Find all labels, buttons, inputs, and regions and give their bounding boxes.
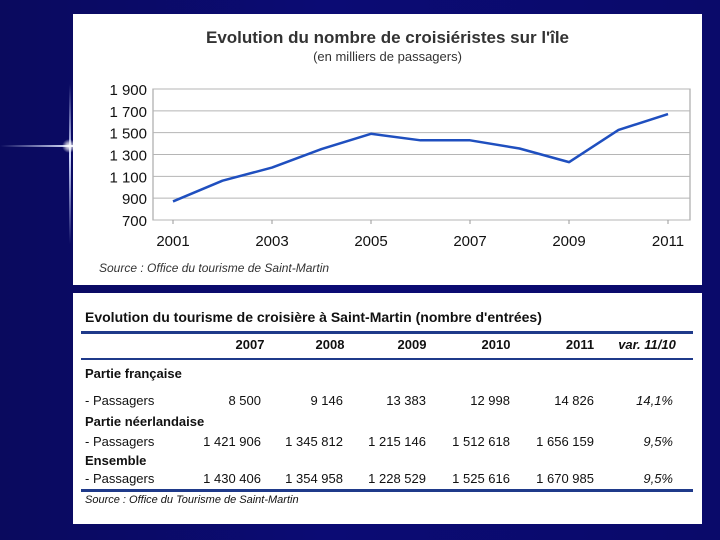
group-label-french-part: Partie française: [85, 366, 182, 381]
table-cell: 8 500: [228, 393, 261, 408]
table-cell: 9 146: [310, 393, 343, 408]
row-label-passengers: - Passagers: [85, 393, 155, 408]
decorative-sparkle: [62, 139, 76, 153]
table-cell-variation: 14,1%: [636, 393, 673, 408]
y-tick-label: 1 300: [109, 148, 147, 165]
table-cell: 1 430 406: [203, 471, 261, 486]
table-source: Source : Office du Tourisme de Saint-Mar…: [85, 494, 299, 506]
x-tick-label: 2011: [652, 233, 684, 250]
y-tick-label: 1 500: [109, 126, 147, 143]
chart-title: Evolution du nombre de croisiéristes sur…: [205, 28, 570, 47]
x-tick-label: 2003: [255, 233, 288, 250]
chart-source: Source : Office du tourisme de Saint-Mar…: [99, 261, 330, 275]
table-cell: 1 512 618: [452, 434, 510, 449]
table-top-rule: [81, 331, 693, 334]
table-title: Evolution du tourisme de croisière à Sai…: [85, 309, 542, 325]
row-label-passengers: - Passagers: [85, 434, 155, 449]
y-tick-label: 1 100: [109, 169, 147, 186]
table-cell: 1 525 616: [452, 471, 510, 486]
table-cell: 1 354 958: [285, 471, 343, 486]
table-cell: 1 345 812: [285, 434, 343, 449]
line-chart: 1 900 1 700 1 500 1 300 1 100 900 700 2001 2003 2…: [109, 82, 691, 250]
y-tick-label: 900: [122, 191, 147, 208]
table-cell: 12 998: [470, 393, 510, 408]
column-header-2008: 2008: [315, 337, 345, 352]
table-cell: 1 215 146: [368, 434, 426, 449]
y-tick-label: 1 900: [109, 82, 147, 99]
series-line: [172, 112, 669, 203]
chart-subtitle: (en milliers de passagers): [313, 49, 462, 64]
column-header-2010: 2010: [481, 337, 511, 352]
table-cell: 13 383: [386, 393, 426, 408]
table-cell: 1 228 529: [368, 471, 426, 486]
group-label-total: Ensemble: [85, 453, 147, 468]
table-header-rule: [81, 358, 693, 360]
column-header-variation: var. 11/10: [618, 337, 676, 352]
y-tick-label: 700: [122, 213, 147, 230]
table-cell: 1 656 159: [536, 434, 594, 449]
y-tick-label: 1 700: [109, 104, 147, 121]
table-cell: 1 670 985: [536, 471, 594, 486]
table-cell-variation: 9,5%: [643, 434, 673, 449]
x-tick-label: 2007: [453, 233, 486, 250]
table-cell-variation: 9,5%: [643, 471, 673, 486]
table-cell: 1 421 906: [203, 434, 261, 449]
table-panel: Evolution du tourisme de croisière à Sai…: [73, 293, 702, 524]
x-tick-label: 2005: [354, 233, 387, 250]
decorative-vertical-streak: [69, 84, 71, 244]
x-tick-label: 2009: [552, 233, 585, 250]
column-header-2009: 2009: [397, 337, 427, 352]
x-tick-label: 2001: [156, 233, 189, 250]
row-label-passengers: - Passagers: [85, 471, 155, 486]
table-cell: 14 826: [554, 393, 594, 408]
column-header-2007: 2007: [235, 337, 265, 352]
chart-panel: Evolution du nombre de croisiéristes sur…: [73, 14, 702, 285]
group-label-dutch-part: Partie néerlandaise: [85, 414, 205, 429]
column-header-2011: 2011: [565, 337, 595, 352]
table-bottom-rule: [81, 489, 693, 492]
